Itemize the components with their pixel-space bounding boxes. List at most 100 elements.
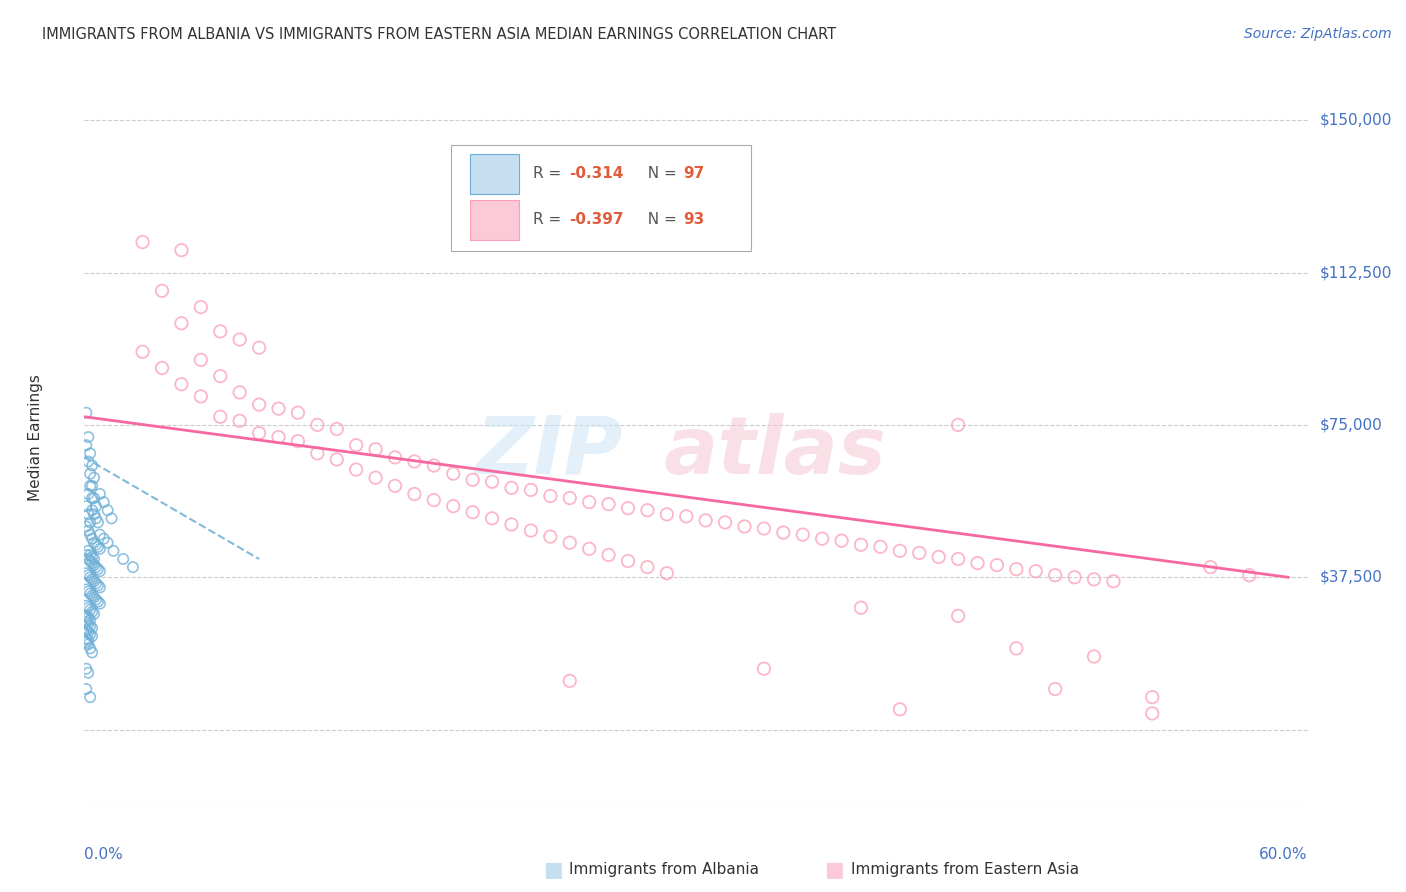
Text: N =: N = (638, 212, 682, 227)
Point (538, 530, 561, 544)
Point (131, 344, 153, 359)
Point (77, 633, 100, 648)
Point (247, 425, 270, 440)
Point (209, 325, 232, 339)
Point (946, 552, 969, 566)
Point (675, 509, 697, 524)
Point (247, 398, 270, 412)
Point (75, 519, 97, 533)
Text: $37,500: $37,500 (1320, 570, 1382, 585)
Text: ZIP: ZIP (475, 413, 623, 491)
Point (82, 458, 104, 473)
Point (82, 532, 104, 546)
Point (481, 511, 503, 525)
Point (869, 540, 891, 554)
Point (849, 538, 872, 552)
Point (1043, 568, 1066, 582)
Point (501, 481, 523, 495)
Point (75, 632, 97, 646)
Point (307, 417, 329, 432)
Point (734, 519, 756, 533)
Point (82, 556, 104, 570)
Text: 93: 93 (683, 212, 704, 227)
Text: IMMIGRANTS FROM ALBANIA VS IMMIGRANTS FROM EASTERN ASIA MEDIAN EARNINGS CORRELAT: IMMIGRANTS FROM ALBANIA VS IMMIGRANTS FR… (42, 27, 837, 42)
Point (79, 613, 101, 627)
Point (946, 608, 969, 623)
Point (84, 511, 107, 525)
Point (82, 479, 104, 493)
Point (77, 625, 100, 640)
FancyBboxPatch shape (470, 200, 519, 240)
Point (946, 417, 969, 432)
Point (82, 621, 104, 635)
Point (122, 560, 145, 574)
Point (83, 552, 105, 566)
Point (87, 540, 110, 554)
Point (77, 552, 100, 566)
Point (1239, 568, 1261, 582)
Point (79, 467, 101, 481)
Point (1142, 706, 1164, 721)
Text: Source: ZipAtlas.com: Source: ZipAtlas.com (1244, 27, 1392, 41)
Point (384, 450, 406, 465)
Point (1199, 560, 1222, 574)
Point (112, 552, 135, 566)
Point (752, 521, 775, 535)
Point (75, 499, 97, 513)
Point (83, 508, 105, 522)
Point (849, 600, 872, 615)
Point (344, 462, 367, 476)
Point (461, 473, 484, 487)
Point (520, 524, 543, 538)
Point (93, 495, 115, 509)
Point (79, 690, 101, 705)
Point (82, 572, 104, 586)
Point (87, 578, 110, 592)
Point (1043, 681, 1066, 696)
Point (501, 517, 523, 532)
Point (1063, 570, 1085, 584)
Point (75, 599, 97, 613)
Text: ■: ■ (543, 860, 562, 880)
Point (170, 243, 193, 257)
Point (75, 438, 97, 452)
Point (636, 503, 658, 517)
Point (811, 532, 834, 546)
Point (190, 300, 212, 314)
Point (83, 535, 105, 549)
Point (77, 454, 100, 468)
Point (170, 377, 193, 392)
Point (1083, 649, 1105, 664)
Point (97, 503, 120, 517)
Point (82, 589, 104, 603)
Point (79, 627, 101, 641)
Text: $150,000: $150,000 (1320, 112, 1392, 128)
Point (344, 438, 367, 452)
Point (209, 409, 232, 424)
Point (889, 544, 911, 558)
Point (267, 401, 290, 416)
Point (714, 516, 737, 530)
Point (228, 414, 250, 428)
Point (75, 406, 97, 420)
Text: atlas: atlas (664, 413, 887, 491)
Point (1142, 690, 1164, 705)
Point (77, 637, 100, 651)
Point (89, 541, 111, 556)
Point (87, 562, 110, 576)
Text: -0.397: -0.397 (569, 212, 623, 227)
Point (190, 389, 212, 403)
Point (82, 503, 104, 517)
Point (84, 576, 107, 591)
Text: Immigrants from Albania: Immigrants from Albania (569, 863, 759, 877)
Point (89, 597, 111, 611)
Point (82, 549, 104, 564)
Point (889, 702, 911, 716)
Point (87, 594, 110, 608)
Point (100, 511, 122, 525)
Point (83, 471, 105, 485)
Point (79, 516, 101, 530)
Point (404, 454, 426, 468)
Point (77, 617, 100, 632)
Point (364, 442, 387, 457)
